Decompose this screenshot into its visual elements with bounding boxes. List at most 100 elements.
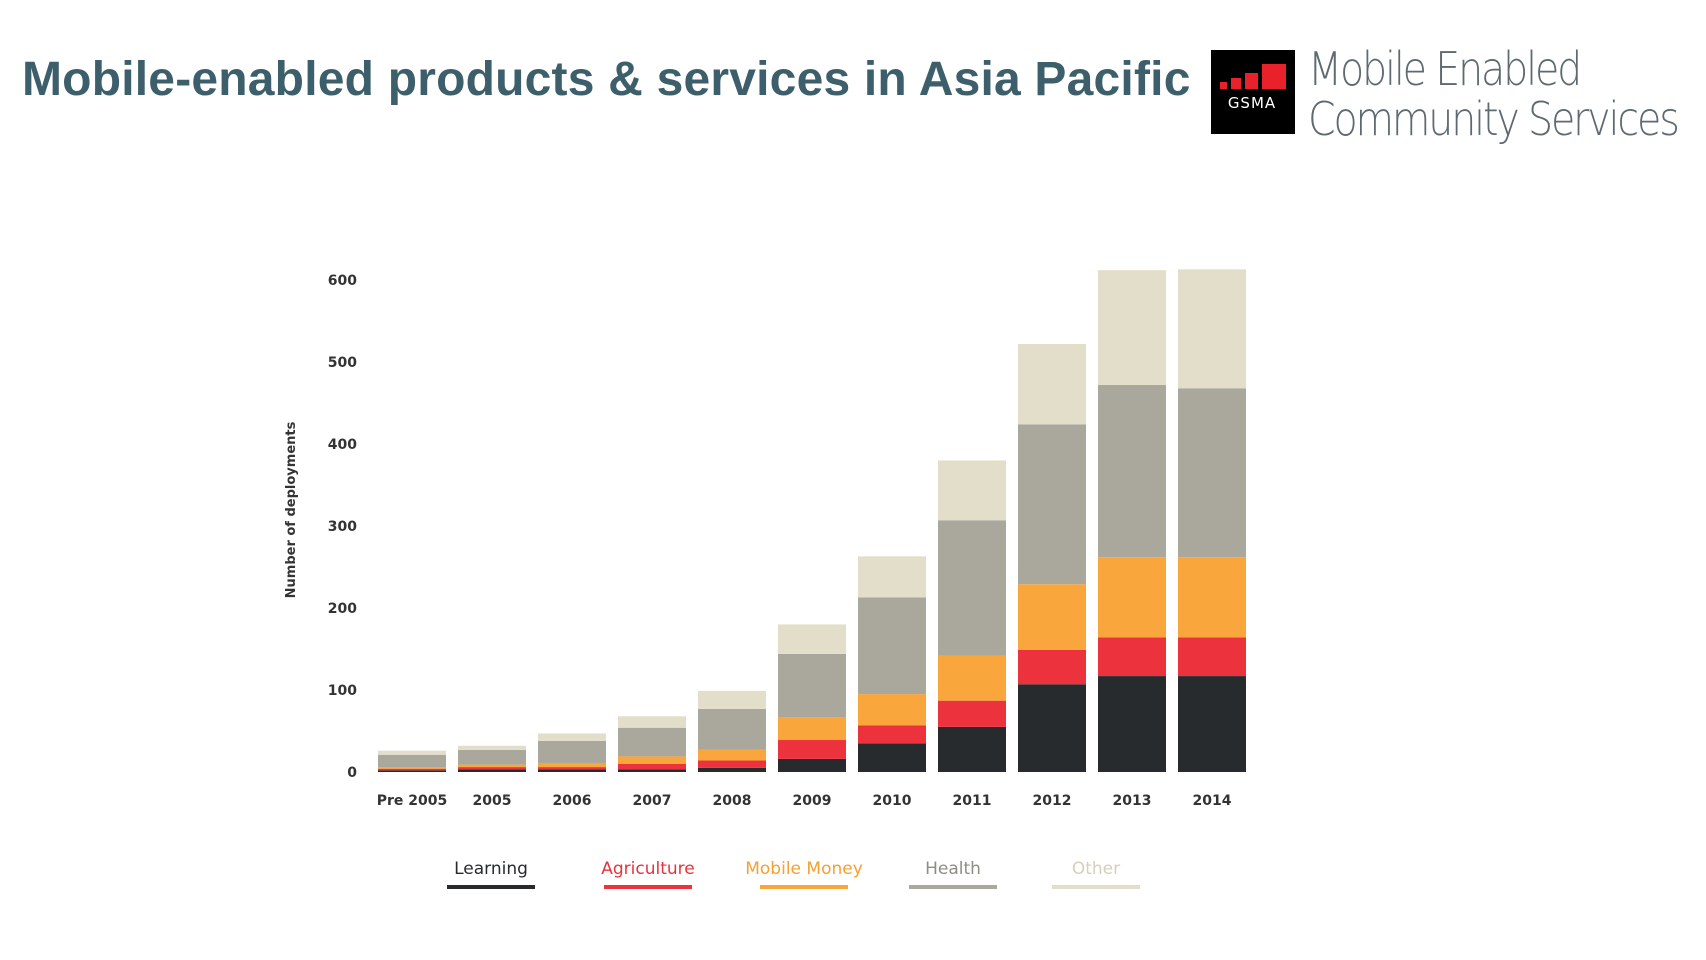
bar-segment-health: [538, 740, 606, 764]
legend-label: Health: [925, 859, 981, 879]
legend-label: Agriculture: [601, 859, 695, 879]
bar-segment-other: [378, 750, 446, 755]
legend-label: Mobile Money: [745, 859, 863, 879]
bars: [378, 269, 1246, 772]
gsma-logo: GSMA: [1211, 50, 1295, 134]
bar-segment-agriculture: [938, 700, 1006, 727]
legend-swatch: [604, 885, 692, 889]
legend: Learning Agriculture Mobile Money Health Oth…: [447, 859, 1140, 889]
y-tick-label: 600: [328, 273, 357, 289]
legend-item: Health: [909, 859, 997, 889]
bar-segment-health: [1018, 424, 1086, 585]
bar-segment-agriculture: [538, 767, 606, 770]
bar-stack: [1018, 343, 1086, 772]
logo-text: GSMA: [1228, 94, 1276, 112]
x-tick-label: 2013: [1113, 793, 1152, 809]
bar-segment-agriculture: [458, 767, 526, 770]
bar-segment-learning: [1098, 676, 1166, 772]
bar-segment-other: [938, 460, 1006, 521]
x-tick-label: 2014: [1193, 793, 1232, 809]
legend-swatch: [1052, 885, 1140, 889]
y-tick-label: 500: [328, 355, 357, 371]
y-axis: 0 100 200 300 400 500 600: [328, 273, 357, 781]
x-axis: Pre 2005 2005 2006 2007 2008 2009 2010 2011 2012…: [377, 793, 1232, 809]
legend-item: Mobile Money: [745, 859, 863, 889]
bar-segment-mobile-money: [618, 756, 686, 764]
bar-segment-mobile-money: [378, 767, 446, 769]
bar-stack: [618, 716, 686, 772]
x-tick-label: Pre 2005: [377, 793, 448, 809]
bar-segment-other: [618, 716, 686, 728]
legend-item: Learning: [447, 859, 535, 889]
bar-segment-other: [778, 624, 846, 654]
bar-segment-agriculture: [858, 725, 926, 744]
x-tick-label: 2007: [633, 793, 672, 809]
legend-label: Learning: [454, 859, 528, 879]
logo-bar-3: [1245, 73, 1258, 89]
x-tick-label: 2010: [873, 793, 912, 809]
bar-segment-health: [858, 597, 926, 695]
bar-segment-other: [1018, 343, 1086, 425]
bar-segment-other: [858, 556, 926, 598]
bar-segment-mobile-money: [538, 763, 606, 768]
y-axis-title: Number of deployments: [284, 421, 299, 598]
bar-segment-agriculture: [618, 763, 686, 770]
bar-stack: [858, 556, 926, 772]
legend-swatch: [760, 885, 848, 889]
bar-segment-health: [378, 754, 446, 768]
bar-stack: [378, 750, 446, 772]
bar-segment-other: [698, 690, 766, 709]
bar-segment-learning: [778, 758, 846, 772]
bar-segment-agriculture: [778, 740, 846, 759]
bar-segment-agriculture: [1178, 637, 1246, 677]
bar-segment-learning: [938, 726, 1006, 772]
bar-segment-mobile-money: [458, 764, 526, 768]
bar-segment-agriculture: [1098, 637, 1166, 677]
bar-stack: [1178, 269, 1246, 772]
bar-segment-health: [458, 749, 526, 765]
gsma-logo-graphic: GSMA: [1220, 64, 1286, 112]
bar-segment-mobile-money: [1098, 557, 1166, 638]
y-tick-label: 100: [328, 683, 357, 699]
bar-segment-mobile-money: [698, 749, 766, 761]
bar-segment-learning: [1178, 676, 1246, 772]
bar-segment-mobile-money: [778, 717, 846, 741]
bar-stack: [1098, 270, 1166, 772]
x-tick-label: 2008: [713, 793, 752, 809]
logo-bar-1: [1220, 82, 1227, 89]
y-tick-label: 200: [328, 601, 357, 617]
x-tick-label: 2009: [793, 793, 832, 809]
y-tick-label: 400: [328, 437, 357, 453]
bar-segment-learning: [1018, 684, 1086, 772]
bar-stack: [538, 733, 606, 772]
bar-segment-other: [1098, 270, 1166, 385]
legend-item: Agriculture: [601, 859, 695, 889]
legend-label: Other: [1072, 859, 1120, 879]
y-tick-label: 0: [347, 765, 357, 781]
bar-segment-learning: [698, 767, 766, 772]
logo-bar-2: [1231, 78, 1241, 89]
bar-segment-health: [698, 708, 766, 750]
bar-stack: [458, 745, 526, 772]
legend-item: Other: [1052, 859, 1140, 889]
x-tick-label: 2005: [473, 793, 512, 809]
bar-segment-other: [538, 733, 606, 741]
bar-segment-mobile-money: [858, 694, 926, 726]
x-tick-label: 2006: [553, 793, 592, 809]
bar-segment-learning: [618, 769, 686, 772]
legend-swatch: [447, 885, 535, 889]
legend-swatch: [909, 885, 997, 889]
brand-line-1: Mobile Enabled: [1308, 42, 1582, 96]
bar-segment-health: [618, 727, 686, 757]
bar-segment-mobile-money: [1018, 584, 1086, 650]
bar-segment-agriculture: [378, 768, 446, 771]
bar-segment-health: [778, 653, 846, 718]
slide-title: Mobile-enabled products & services in As…: [22, 53, 1191, 106]
bar-stack: [698, 690, 766, 772]
bar-segment-health: [1178, 388, 1246, 558]
x-tick-label: 2012: [1033, 793, 1072, 809]
bar-stack: [778, 624, 846, 772]
bar-segment-learning: [538, 769, 606, 772]
bar-segment-learning: [458, 769, 526, 772]
